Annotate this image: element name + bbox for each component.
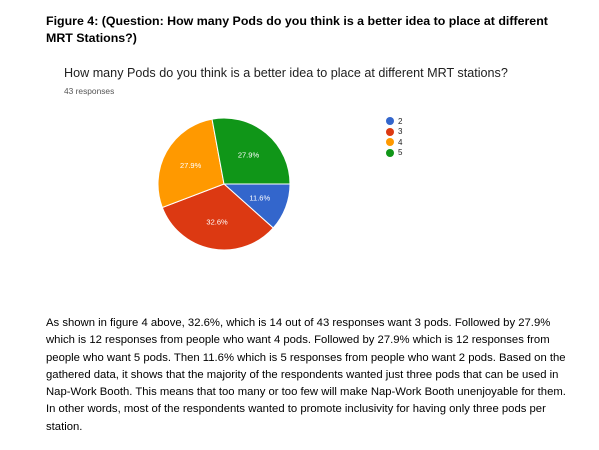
analysis-paragraph: As shown in figure 4 above, 32.6%, which… [46,317,566,433]
pie-label-4: 27.9% [180,161,202,170]
legend-swatch-5 [386,148,394,157]
legend-item-2: 2 [386,116,402,127]
legend-label-5: 5 [398,148,403,158]
pie-chart: 11.6% 32.6% 27.9% 27.9% [157,117,291,251]
legend-item-5: 5 [386,148,402,159]
legend-swatch-4 [386,138,394,147]
form-response-card: How many Pods do you think is a better i… [46,58,566,298]
legend-swatch-3 [386,127,394,136]
legend-item-4: 4 [386,137,402,148]
pie-slice-3 [161,183,274,251]
legend-label-4: 4 [398,137,403,147]
pie-label-2: 11.6% [249,194,270,203]
pie-label-3: 32.6% [206,218,228,227]
response-count: 43 responses [64,86,115,96]
legend-swatch-2 [386,117,394,126]
legend-label-2: 2 [398,116,403,126]
pie-label-5: 27.9% [238,151,260,160]
legend-label-3: 3 [398,127,403,137]
pie-slice-4 [157,118,225,209]
legend-item-3: 3 [386,127,402,138]
figure-caption: Figure 4: (Question: How many Pods do yo… [46,14,548,45]
pie-slice-5 [211,117,291,185]
question-title: How many Pods do you think is a better i… [64,66,508,80]
